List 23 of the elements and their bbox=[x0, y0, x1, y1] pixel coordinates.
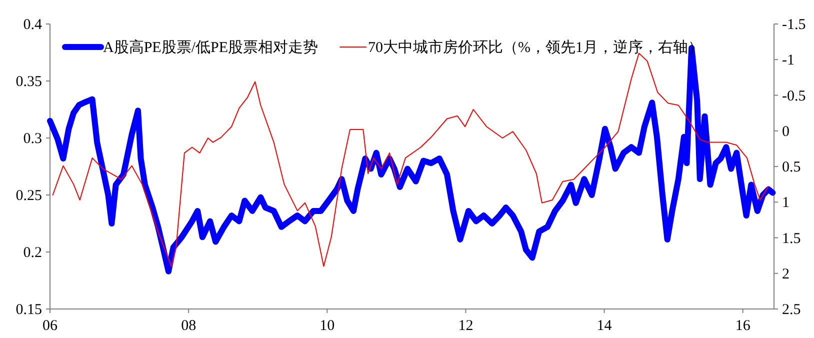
x-tick-label: 10 bbox=[320, 318, 335, 334]
legend-label: 70大中城市房价环比（%，领先1月，逆序，右轴） bbox=[368, 39, 704, 56]
legend-label: A股高PE股票/低PE股票相对走势 bbox=[103, 39, 318, 56]
y2-tick-label: 1 bbox=[782, 195, 790, 212]
y-tick-label: 0.3 bbox=[23, 131, 42, 147]
x-tick-label: 08 bbox=[181, 318, 196, 334]
x-tick-label: 16 bbox=[735, 318, 751, 334]
x-tick-label: 06 bbox=[42, 318, 58, 334]
y2-tick-label: 2.5 bbox=[782, 302, 801, 318]
y2-tick-label: -1 bbox=[782, 52, 794, 69]
y2-tick-label: -0.5 bbox=[782, 88, 806, 104]
y-tick-label: 0.4 bbox=[23, 17, 42, 33]
y2-tick-label: -1.5 bbox=[782, 17, 806, 33]
y-tick-label: 0.15 bbox=[16, 302, 42, 318]
x-tick-label: 12 bbox=[458, 318, 474, 334]
y-tick-label: 0.25 bbox=[16, 188, 42, 204]
y2-tick-label: 0 bbox=[782, 124, 790, 140]
y2-tick-label: 2 bbox=[782, 266, 790, 282]
y2-tick-label: 1.5 bbox=[782, 230, 801, 247]
x-tick-label: 14 bbox=[596, 318, 612, 334]
y-tick-label: 0.2 bbox=[23, 245, 42, 261]
y2-tick-label: 0.5 bbox=[782, 160, 801, 176]
y-tick-label: 0.35 bbox=[16, 74, 42, 90]
